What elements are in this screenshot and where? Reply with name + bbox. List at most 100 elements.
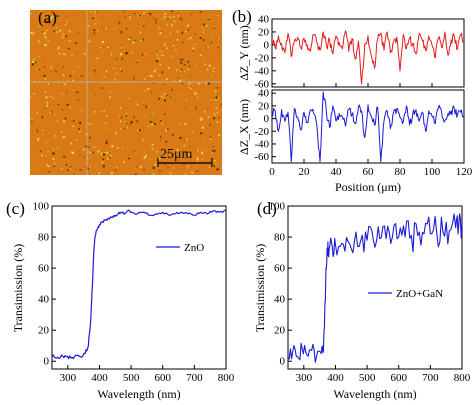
- afm-speck: [165, 129, 168, 132]
- afm-speck: [123, 10, 125, 13]
- afm-speck: [189, 145, 191, 147]
- afm-speck: [137, 129, 140, 132]
- afm-speck: [157, 55, 159, 57]
- afm-speck: [57, 64, 60, 66]
- afm-speck: [97, 29, 99, 32]
- afm-speck: [129, 123, 132, 125]
- afm-speck: [97, 150, 100, 153]
- afm-speck: [119, 68, 121, 70]
- afm-speck: [77, 99, 79, 101]
- afm-speck: [87, 151, 89, 153]
- afm-speck: [43, 32, 46, 35]
- afm-speck: [120, 128, 122, 130]
- afm-speck: [93, 29, 96, 32]
- afm-speck: [127, 131, 129, 132]
- afm-speck: [189, 156, 192, 158]
- x-tick-label: 800: [454, 372, 471, 384]
- afm-speck: [202, 38, 205, 42]
- afm-speck: [156, 53, 158, 56]
- afm-speck: [204, 110, 206, 113]
- afm-speck: [57, 46, 60, 49]
- afm-speck: [165, 78, 168, 80]
- afm-speck: [138, 15, 141, 17]
- afm-speck: [106, 157, 109, 160]
- afm-speck: [203, 141, 205, 143]
- afm-speck: [210, 57, 213, 60]
- afm-speck: [183, 163, 185, 165]
- afm-speck: [167, 23, 168, 26]
- afm-speck: [46, 164, 48, 166]
- afm-speck: [210, 99, 213, 101]
- afm-speck: [136, 120, 138, 122]
- afm-speck: [63, 120, 65, 123]
- afm-speck: [219, 105, 222, 108]
- afm-speck: [175, 153, 177, 155]
- afm-speck: [221, 37, 222, 40]
- afm-speck: [143, 168, 145, 171]
- afm-speck: [105, 70, 108, 73]
- afm-speck: [155, 19, 157, 22]
- afm-speck: [87, 146, 90, 148]
- afm-speck: [206, 60, 210, 62]
- afm-speck: [158, 74, 161, 77]
- afm-speck: [71, 89, 74, 91]
- afm-speck: [48, 170, 50, 173]
- afm-speck: [209, 138, 212, 140]
- afm-speck: [172, 167, 175, 169]
- x-tick-label: 700: [186, 372, 203, 384]
- afm-speck: [187, 68, 190, 70]
- afm-speck: [149, 105, 151, 107]
- afm-speck: [172, 45, 175, 47]
- afm-speck: [139, 31, 141, 34]
- afm-speck: [89, 11, 92, 13]
- y-tick-label: 60: [38, 263, 50, 275]
- afm-speck: [46, 101, 48, 104]
- afm-speck: [164, 150, 166, 152]
- panel-d: (d) 0 20 40 60 80 100 300 400 500 600 700 800 Trans…: [253, 199, 471, 401]
- afm-speck: [207, 46, 210, 48]
- afm-speck: [94, 110, 96, 113]
- afm-speck: [158, 157, 161, 160]
- afm-speck: [100, 152, 103, 155]
- afm-speck: [159, 32, 162, 35]
- afm-speck: [216, 168, 219, 171]
- afm-speck: [152, 166, 155, 169]
- afm-speck: [200, 116, 202, 118]
- afm-speck: [207, 12, 209, 14]
- afm-speck: [125, 115, 127, 118]
- afm-speck: [69, 168, 72, 170]
- afm-speck: [77, 66, 79, 68]
- y-tick-label: 0: [264, 113, 270, 125]
- x-tick-label: 500: [359, 372, 376, 384]
- afm-speck: [166, 94, 169, 96]
- afm-speck: [215, 96, 218, 99]
- b-xlabel: Position (μm): [335, 180, 401, 194]
- afm-speck: [117, 147, 119, 149]
- afm-speck: [50, 17, 53, 20]
- afm-speck: [122, 161, 125, 164]
- afm-speck: [185, 153, 187, 155]
- afm-speck: [162, 97, 165, 99]
- panel-a-label: (a): [38, 8, 57, 27]
- afm-speck: [172, 76, 174, 79]
- afm-speck: [111, 172, 113, 175]
- afm-speck: [101, 17, 103, 19]
- afm-speck: [213, 117, 216, 120]
- y-tick-label: 20: [274, 325, 286, 337]
- afm-speck: [107, 100, 109, 103]
- afm-speck: [124, 16, 126, 18]
- afm-speck: [197, 82, 201, 85]
- afm-speck: [41, 99, 43, 101]
- afm-speck: [118, 21, 121, 24]
- afm-speck: [207, 82, 210, 85]
- afm-speck: [201, 26, 203, 29]
- afm-speck: [178, 167, 181, 170]
- afm-speck: [143, 156, 146, 159]
- series-line: [272, 30, 464, 85]
- afm-speck: [167, 66, 170, 69]
- afm-speck: [146, 10, 148, 13]
- afm-speck: [92, 61, 94, 63]
- afm-speck: [112, 154, 115, 156]
- afm-speck: [174, 98, 177, 101]
- afm-speck: [143, 78, 146, 80]
